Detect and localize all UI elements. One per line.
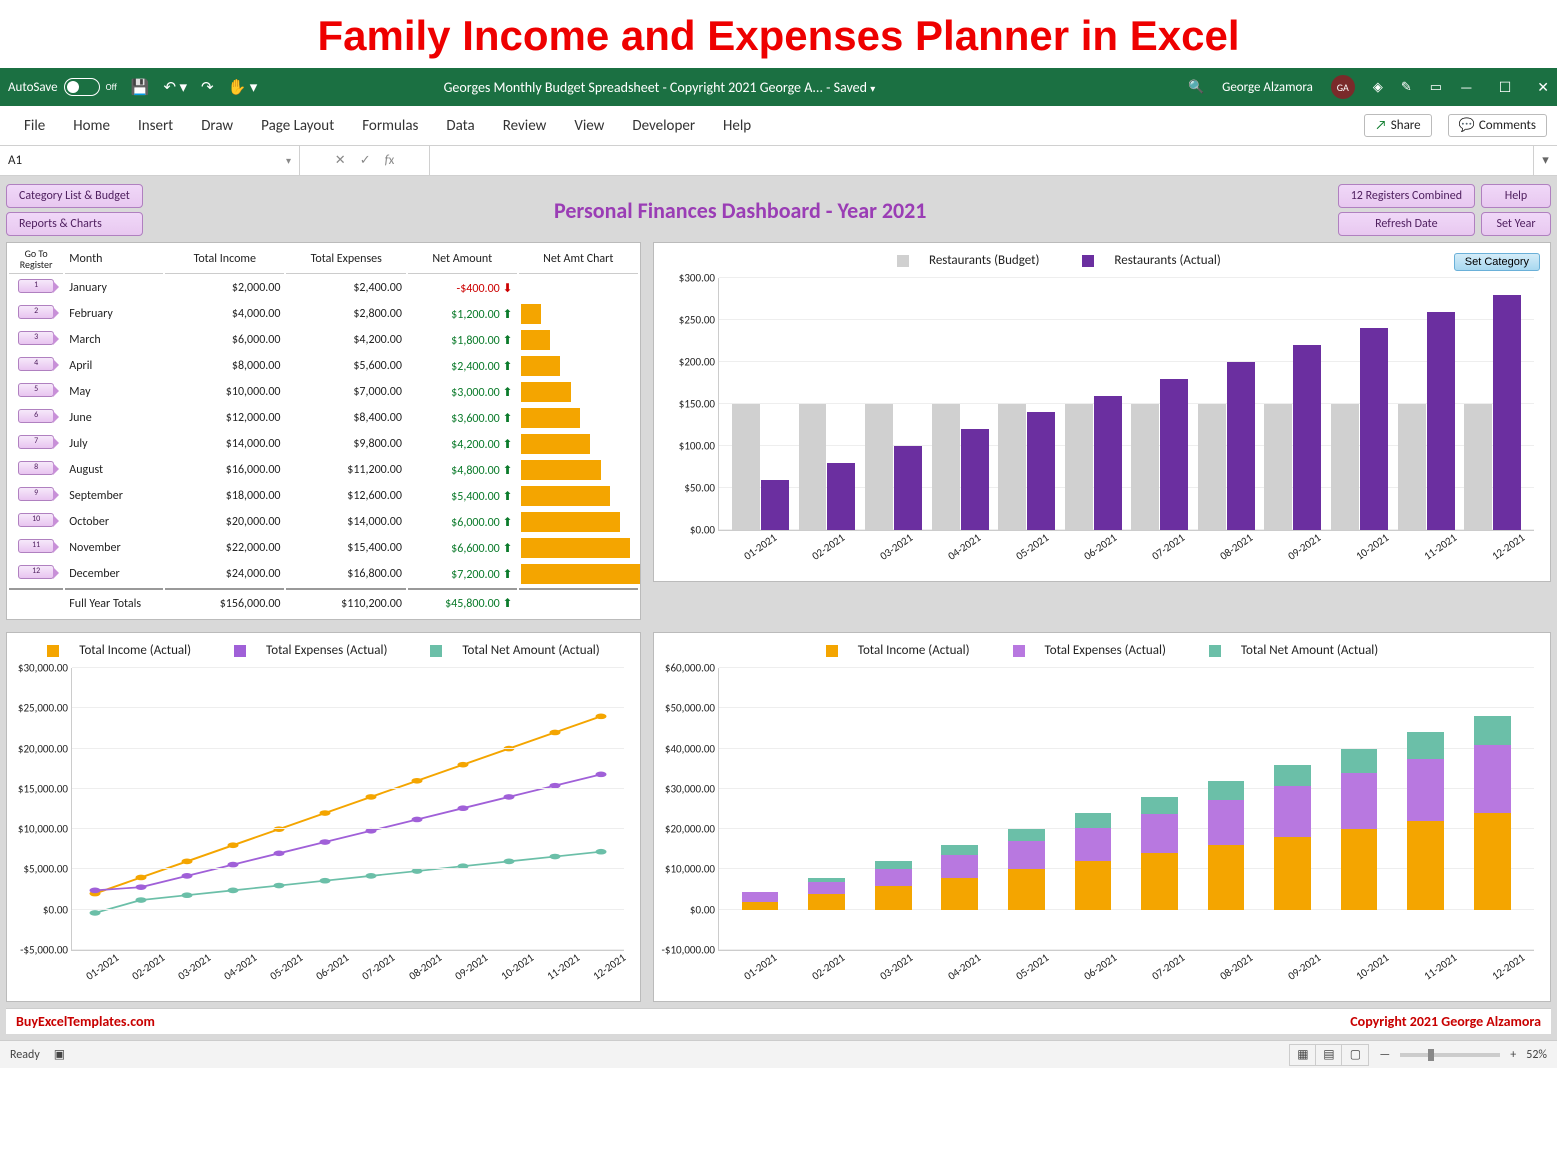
ribbon-tab-insert[interactable]: Insert bbox=[124, 117, 187, 135]
chart-legend: Restaurants (Budget) Restaurants (Actual… bbox=[664, 253, 1540, 274]
ribbon-tab-review[interactable]: Review bbox=[489, 117, 561, 135]
ribbon-tab-data[interactable]: Data bbox=[432, 117, 488, 135]
totals-line-chart: Total Income (Actual) Total Expenses (Ac… bbox=[6, 632, 641, 1002]
totals-stacked-chart: Total Income (Actual) Total Expenses (Ac… bbox=[653, 632, 1551, 1002]
formula-bar: A1▾ ✕ ✓ fx ▾ bbox=[0, 146, 1557, 176]
table-row: 2February$4,000.00$2,800.00$1,200.00 ⬆ bbox=[9, 302, 638, 326]
table-row: 5May$10,000.00$7,000.00$3,000.00 ⬆ bbox=[9, 380, 638, 404]
monthly-summary-table: Go ToRegisterMonthTotal IncomeTotal Expe… bbox=[6, 242, 641, 620]
redo-icon[interactable]: ↷ bbox=[201, 78, 214, 97]
dashboard-title: Personal Finances Dashboard - Year 2021 bbox=[149, 197, 1332, 224]
zoom-slider[interactable] bbox=[1400, 1053, 1500, 1057]
table-row: 4April$8,000.00$5,600.00$2,400.00 ⬆ bbox=[9, 354, 638, 378]
reports-charts-button[interactable]: Reports & Charts bbox=[6, 212, 143, 236]
ribbon-mode-icon[interactable]: ▭ bbox=[1430, 80, 1442, 95]
set-category-button[interactable]: Set Category bbox=[1454, 253, 1540, 271]
avatar[interactable]: GA bbox=[1331, 75, 1355, 99]
category-list-button[interactable]: Category List & Budget bbox=[6, 184, 143, 208]
goto-register-button[interactable]: 3 bbox=[18, 331, 54, 345]
maximize-icon[interactable]: ☐ bbox=[1499, 79, 1512, 96]
toggle-switch[interactable] bbox=[64, 78, 100, 96]
ribbon-tab-file[interactable]: File bbox=[10, 117, 59, 135]
ribbon-tab-draw[interactable]: Draw bbox=[187, 117, 247, 135]
zoom-level[interactable]: 52% bbox=[1526, 1048, 1547, 1062]
fx-icon[interactable]: fx bbox=[385, 153, 395, 168]
goto-register-button[interactable]: 5 bbox=[18, 383, 54, 397]
status-bar: Ready ▣ ▦▤▢ — + 52% bbox=[0, 1040, 1557, 1068]
chart-legend: Total Income (Actual) Total Expenses (Ac… bbox=[17, 643, 630, 664]
view-switcher[interactable]: ▦▤▢ bbox=[1289, 1044, 1369, 1066]
name-box[interactable]: A1▾ bbox=[0, 146, 300, 175]
goto-register-button[interactable]: 11 bbox=[18, 539, 54, 553]
table-row: 1January$2,000.00$2,400.00-$400.00 ⬇ bbox=[9, 276, 638, 300]
user-name[interactable]: George Alzamora bbox=[1222, 80, 1313, 95]
autosave-toggle[interactable]: AutoSave Off bbox=[8, 78, 117, 96]
totals-row: Full Year Totals$156,000.00$110,200.00$4… bbox=[9, 588, 638, 617]
table-row: 9September$18,000.00$12,600.00$5,400.00 … bbox=[9, 484, 638, 508]
worksheet-area: Category List & Budget Reports & Charts … bbox=[0, 176, 1557, 1040]
goto-register-button[interactable]: 1 bbox=[18, 279, 54, 293]
titlebar: AutoSave Off 💾 ↶ ▾ ↷ ✋ ▾ Georges Monthly… bbox=[0, 68, 1557, 106]
footer-brand: BuyExcelTemplates.com Copyright 2021 Geo… bbox=[6, 1008, 1551, 1034]
goto-register-button[interactable]: 9 bbox=[18, 487, 54, 501]
table-row: 8August$16,000.00$11,200.00$4,800.00 ⬆ bbox=[9, 458, 638, 482]
page-heading: Family Income and Expenses Planner in Ex… bbox=[0, 0, 1557, 68]
brush-icon[interactable]: ✎ bbox=[1401, 80, 1412, 95]
footer-right: Copyright 2021 George Alzamora bbox=[1350, 1013, 1541, 1030]
record-macro-icon[interactable]: ▣ bbox=[54, 1047, 65, 1062]
diamond-icon[interactable]: ◈ bbox=[1373, 80, 1383, 95]
table-row: 10October$20,000.00$14,000.00$6,000.00 ⬆ bbox=[9, 510, 638, 534]
ribbon-tabs: FileHomeInsertDrawPage LayoutFormulasDat… bbox=[0, 106, 1557, 146]
save-icon[interactable]: 💾 bbox=[131, 78, 150, 97]
autosave-state: Off bbox=[106, 82, 117, 93]
goto-register-button[interactable]: 8 bbox=[18, 461, 54, 475]
zoom-out-icon[interactable]: — bbox=[1379, 1048, 1390, 1062]
undo-icon[interactable]: ↶ ▾ bbox=[164, 78, 188, 97]
restaurants-bar-chart: Set Category Restaurants (Budget) Restau… bbox=[653, 242, 1551, 582]
cancel-formula-icon[interactable]: ✕ bbox=[335, 153, 346, 168]
formula-expand-icon[interactable]: ▾ bbox=[1533, 146, 1557, 175]
zoom-in-icon[interactable]: + bbox=[1510, 1048, 1516, 1062]
goto-register-button[interactable]: 6 bbox=[18, 409, 54, 423]
goto-register-button[interactable]: 4 bbox=[18, 357, 54, 371]
document-title: Georges Monthly Budget Spreadsheet - Cop… bbox=[444, 79, 876, 96]
refresh-date-button[interactable]: Refresh Date bbox=[1338, 212, 1475, 236]
ribbon-tab-view[interactable]: View bbox=[560, 117, 618, 135]
table-row: 3March$6,000.00$4,200.00$1,800.00 ⬆ bbox=[9, 328, 638, 352]
help-button[interactable]: Help bbox=[1481, 184, 1551, 208]
goto-register-button[interactable]: 7 bbox=[18, 435, 54, 449]
table-row: 7July$14,000.00$9,800.00$4,200.00 ⬆ bbox=[9, 432, 638, 456]
chart-legend: Total Income (Actual) Total Expenses (Ac… bbox=[664, 643, 1540, 664]
share-button[interactable]: ↗Share bbox=[1364, 114, 1431, 137]
search-icon[interactable]: 🔍 bbox=[1188, 80, 1204, 95]
goto-register-button[interactable]: 2 bbox=[18, 305, 54, 319]
table-row: 6June$12,000.00$8,400.00$3,600.00 ⬆ bbox=[9, 406, 638, 430]
set-year-button[interactable]: Set Year bbox=[1481, 212, 1551, 236]
table-row: 11November$22,000.00$15,400.00$6,600.00 … bbox=[9, 536, 638, 560]
ribbon-tab-home[interactable]: Home bbox=[59, 117, 124, 135]
ribbon-tab-developer[interactable]: Developer bbox=[618, 117, 709, 135]
ribbon-tab-page-layout[interactable]: Page Layout bbox=[247, 117, 348, 135]
comments-button[interactable]: 💬Comments bbox=[1448, 114, 1547, 137]
ribbon-tab-formulas[interactable]: Formulas bbox=[348, 117, 432, 135]
close-icon[interactable]: ✕ bbox=[1537, 79, 1549, 96]
ribbon-tab-help[interactable]: Help bbox=[709, 117, 765, 135]
status-ready: Ready bbox=[10, 1048, 40, 1062]
touch-icon[interactable]: ✋ ▾ bbox=[228, 78, 258, 97]
registers-combined-button[interactable]: 12 Registers Combined bbox=[1338, 184, 1475, 208]
minimize-icon[interactable]: — bbox=[1460, 79, 1473, 96]
table-row: 12December$24,000.00$16,800.00$7,200.00 … bbox=[9, 562, 638, 586]
accept-formula-icon[interactable]: ✓ bbox=[360, 153, 371, 168]
footer-left: BuyExcelTemplates.com bbox=[16, 1013, 155, 1030]
goto-register-button[interactable]: 12 bbox=[18, 565, 54, 579]
autosave-label: AutoSave bbox=[8, 80, 58, 95]
goto-register-button[interactable]: 10 bbox=[18, 513, 54, 527]
